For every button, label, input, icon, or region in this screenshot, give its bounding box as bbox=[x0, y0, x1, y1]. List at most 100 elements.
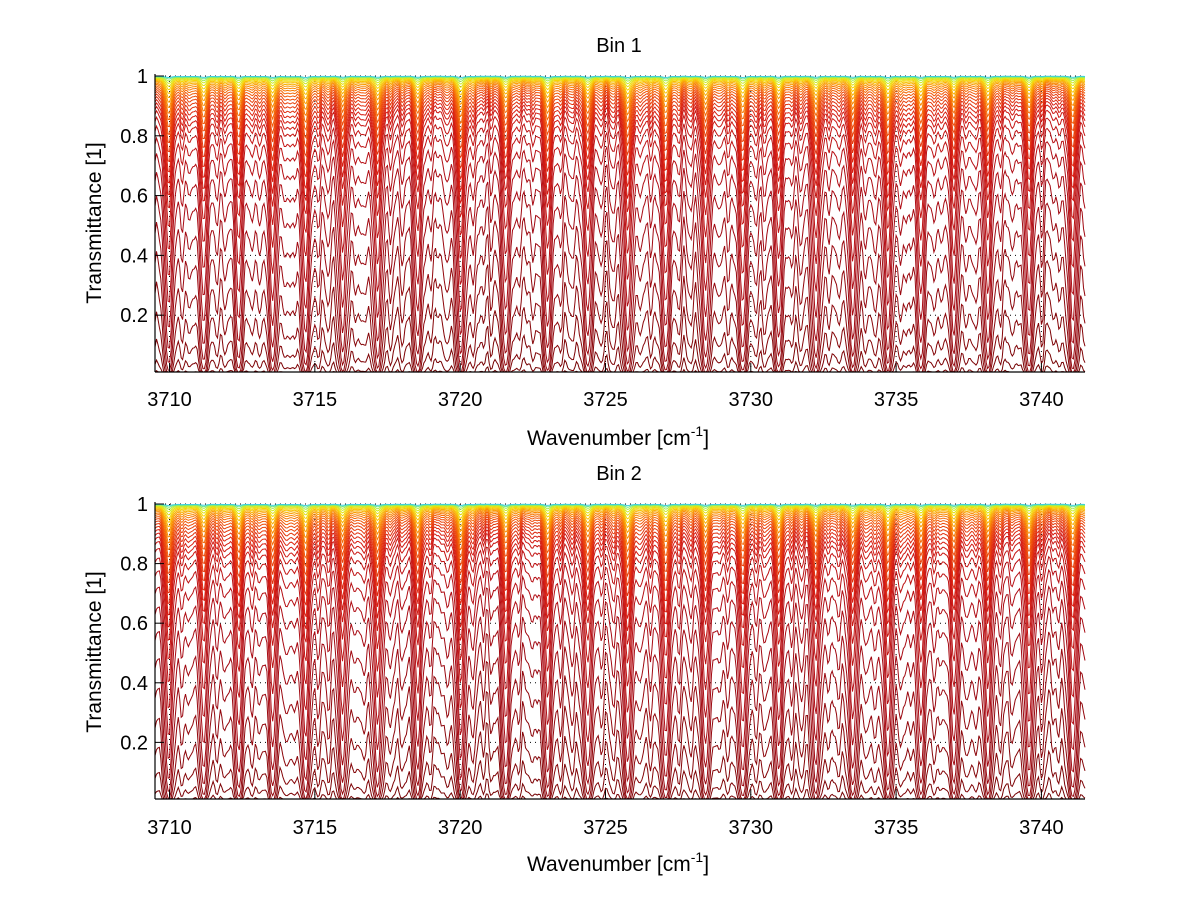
series-line bbox=[154, 510, 1086, 546]
series-line bbox=[154, 749, 1086, 800]
x-tick-labels: 3710 3715 3720 3725 3730 3735 3740 bbox=[147, 389, 1063, 411]
y-tick-label: 0.6 bbox=[120, 186, 148, 208]
axes bbox=[154, 502, 1085, 800]
series-line bbox=[154, 525, 1086, 619]
series-line bbox=[154, 86, 1086, 141]
x-tick-label: 3740 bbox=[1019, 389, 1064, 411]
x-tick-label: 3730 bbox=[729, 389, 774, 411]
series-line bbox=[154, 513, 1086, 561]
series-line bbox=[154, 631, 1086, 794]
series-line bbox=[154, 537, 1086, 664]
series-line bbox=[154, 505, 1086, 516]
series-line bbox=[154, 77, 1086, 88]
y-tick-label: 0.8 bbox=[120, 126, 148, 148]
series-line bbox=[154, 506, 1086, 520]
series-line bbox=[154, 523, 1086, 608]
series-line bbox=[154, 90, 1086, 159]
series-line bbox=[154, 78, 1086, 96]
series-line bbox=[154, 504, 1086, 510]
series-line bbox=[154, 76, 1086, 85]
series-line bbox=[154, 585, 1086, 762]
series-line bbox=[154, 659, 1086, 800]
series-line bbox=[154, 141, 1086, 312]
x-tick-label: 3725 bbox=[583, 817, 628, 839]
series-line bbox=[154, 720, 1086, 800]
x-tick-label: 3720 bbox=[438, 817, 483, 839]
y-tick-label: 0.4 bbox=[120, 245, 148, 267]
series-line bbox=[154, 508, 1086, 534]
series-line bbox=[154, 568, 1086, 739]
series-line bbox=[154, 507, 1086, 529]
series-line bbox=[154, 97, 1086, 193]
series-line bbox=[154, 532, 1086, 645]
y-tick-label: 1 bbox=[137, 494, 148, 516]
series-line bbox=[154, 291, 1086, 373]
series-line bbox=[154, 259, 1086, 373]
x-axis-label: Wavenumber [cm-1] bbox=[527, 423, 709, 450]
series-line bbox=[154, 100, 1086, 205]
series-line bbox=[154, 202, 1086, 367]
x-tick-label: 3715 bbox=[293, 817, 338, 839]
y-tick-labels: 0.2 0.4 0.6 0.8 1 bbox=[120, 494, 148, 754]
x-tick-label: 3715 bbox=[293, 389, 338, 411]
x-tick-label: 3735 bbox=[874, 389, 919, 411]
series-line bbox=[154, 81, 1086, 112]
series-line bbox=[154, 157, 1086, 336]
x-tick-label: 3710 bbox=[147, 817, 192, 839]
x-axis-label: Wavenumber [cm-1] bbox=[527, 849, 709, 876]
series-line bbox=[154, 516, 1086, 578]
series-line bbox=[154, 82, 1086, 118]
chart-title: Bin 2 bbox=[596, 463, 642, 485]
y-tick-label: 0.8 bbox=[120, 554, 148, 576]
series-line bbox=[154, 322, 1086, 373]
series-group bbox=[154, 503, 1086, 800]
y-axis-label: Transmittance [1] bbox=[83, 142, 106, 303]
series-line bbox=[154, 229, 1086, 373]
series-line bbox=[154, 95, 1086, 181]
series-line bbox=[154, 83, 1086, 125]
series-line bbox=[154, 514, 1086, 569]
x-tick-label: 3710 bbox=[147, 389, 192, 411]
series-line bbox=[154, 689, 1086, 800]
series-line bbox=[155, 503, 1086, 507]
series-line bbox=[154, 555, 1086, 713]
x-tick-label: 3730 bbox=[729, 817, 774, 839]
series-line bbox=[154, 77, 1086, 92]
series-line bbox=[154, 504, 1086, 513]
series-group bbox=[154, 75, 1086, 373]
series-line bbox=[154, 509, 1086, 540]
series-line bbox=[154, 518, 1086, 586]
series-line bbox=[154, 545, 1086, 687]
series-line bbox=[154, 178, 1086, 355]
chart-panel-bin-2: Bin 2 3710 3715 3720 3725 3730 3735 3740 0.2 0.… bbox=[83, 463, 1086, 876]
series-line bbox=[154, 109, 1086, 236]
axes bbox=[154, 74, 1085, 373]
series-line bbox=[154, 506, 1086, 524]
series-line bbox=[154, 80, 1086, 106]
series-line bbox=[154, 92, 1086, 170]
series-line bbox=[154, 88, 1086, 150]
x-tick-labels: 3710 3715 3720 3725 3730 3735 3740 bbox=[147, 817, 1063, 839]
y-tick-label: 0.6 bbox=[120, 613, 148, 635]
y-tick-label: 1 bbox=[137, 66, 148, 88]
y-tick-label: 0.2 bbox=[120, 732, 148, 754]
series-line bbox=[154, 75, 1086, 79]
series-line bbox=[154, 79, 1086, 101]
series-line bbox=[154, 520, 1086, 597]
y-tick-label: 0.2 bbox=[120, 305, 148, 327]
x-tick-label: 3740 bbox=[1019, 817, 1064, 839]
chart-title: Bin 1 bbox=[596, 35, 642, 57]
y-axis-label: Transmittance [1] bbox=[83, 571, 106, 732]
series-line bbox=[154, 127, 1086, 285]
series-line bbox=[154, 85, 1086, 132]
x-tick-label: 3725 bbox=[583, 389, 628, 411]
series-line bbox=[154, 606, 1086, 783]
series-line bbox=[154, 117, 1086, 259]
series-line bbox=[154, 511, 1086, 553]
x-tick-label: 3735 bbox=[874, 817, 919, 839]
y-tick-labels: 0.2 0.4 0.6 0.8 1 bbox=[120, 66, 148, 327]
series-line bbox=[154, 104, 1086, 219]
chart-panel-bin-1: Bin 1 3710 3715 3720 3725 3730 3735 3740 0.20.… bbox=[83, 35, 1086, 450]
series-line bbox=[154, 528, 1086, 632]
